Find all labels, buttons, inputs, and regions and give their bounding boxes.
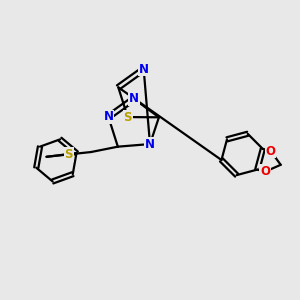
Text: N: N: [129, 92, 139, 105]
Text: S: S: [124, 111, 132, 124]
Text: O: O: [260, 165, 270, 178]
Text: N: N: [103, 110, 113, 123]
Text: N: N: [139, 63, 149, 76]
Text: O: O: [266, 145, 276, 158]
Text: S: S: [64, 148, 73, 161]
Text: N: N: [145, 138, 155, 151]
